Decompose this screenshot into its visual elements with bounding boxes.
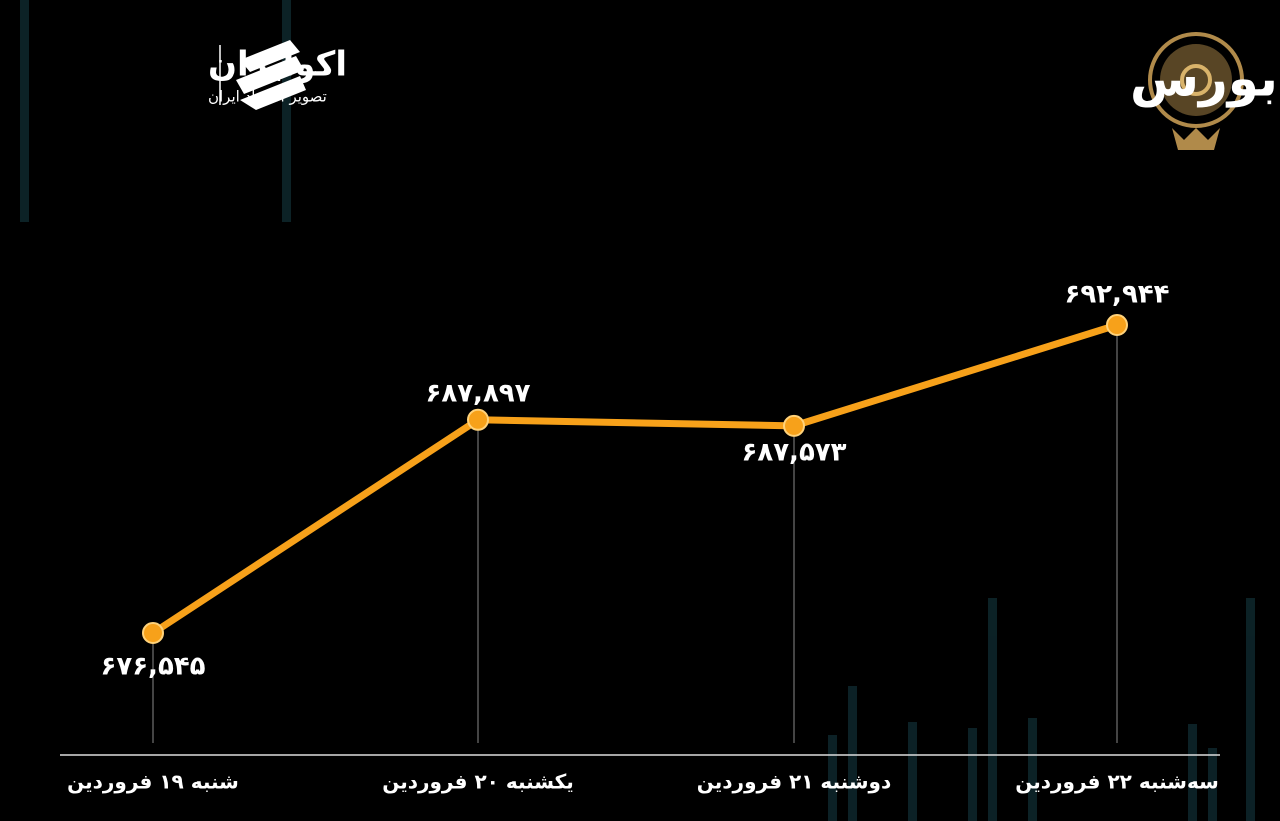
decor-bars xyxy=(20,0,1255,821)
x-tick-label: دوشنبه ۲۱ فروردین xyxy=(697,770,891,794)
emblem xyxy=(1148,32,1244,150)
point xyxy=(783,414,805,437)
point xyxy=(467,408,489,431)
x-tick-label: یکشنبه ۲۰ فروردین xyxy=(382,770,574,794)
value-label: ۶۹۲,۹۴۴ xyxy=(1064,280,1169,310)
x-tick-label: سه‌شنبه ۲۲ فروردین xyxy=(1015,770,1219,794)
point xyxy=(142,622,164,644)
brand-logo: اکوایران تصویر اقتصاد ایران xyxy=(208,40,347,110)
value-label: ۶۸۷,۸۹۷ xyxy=(425,378,530,408)
point xyxy=(1106,314,1128,336)
chart-title: روند هفته شاخص هم‌وزن بورس xyxy=(1130,50,1280,109)
brand-icon xyxy=(236,40,306,110)
line xyxy=(151,321,1119,636)
value-label: ۶۸۷,۵۷۳ xyxy=(741,437,846,467)
brand-name: اکوایران xyxy=(208,45,347,85)
value-label: ۶۷۶,۵۴۵ xyxy=(100,652,205,682)
x-tick-label: شنبه ۱۹ فروردین xyxy=(67,770,239,794)
brand-tagline: تصویر اقتصاد ایران xyxy=(208,88,327,106)
